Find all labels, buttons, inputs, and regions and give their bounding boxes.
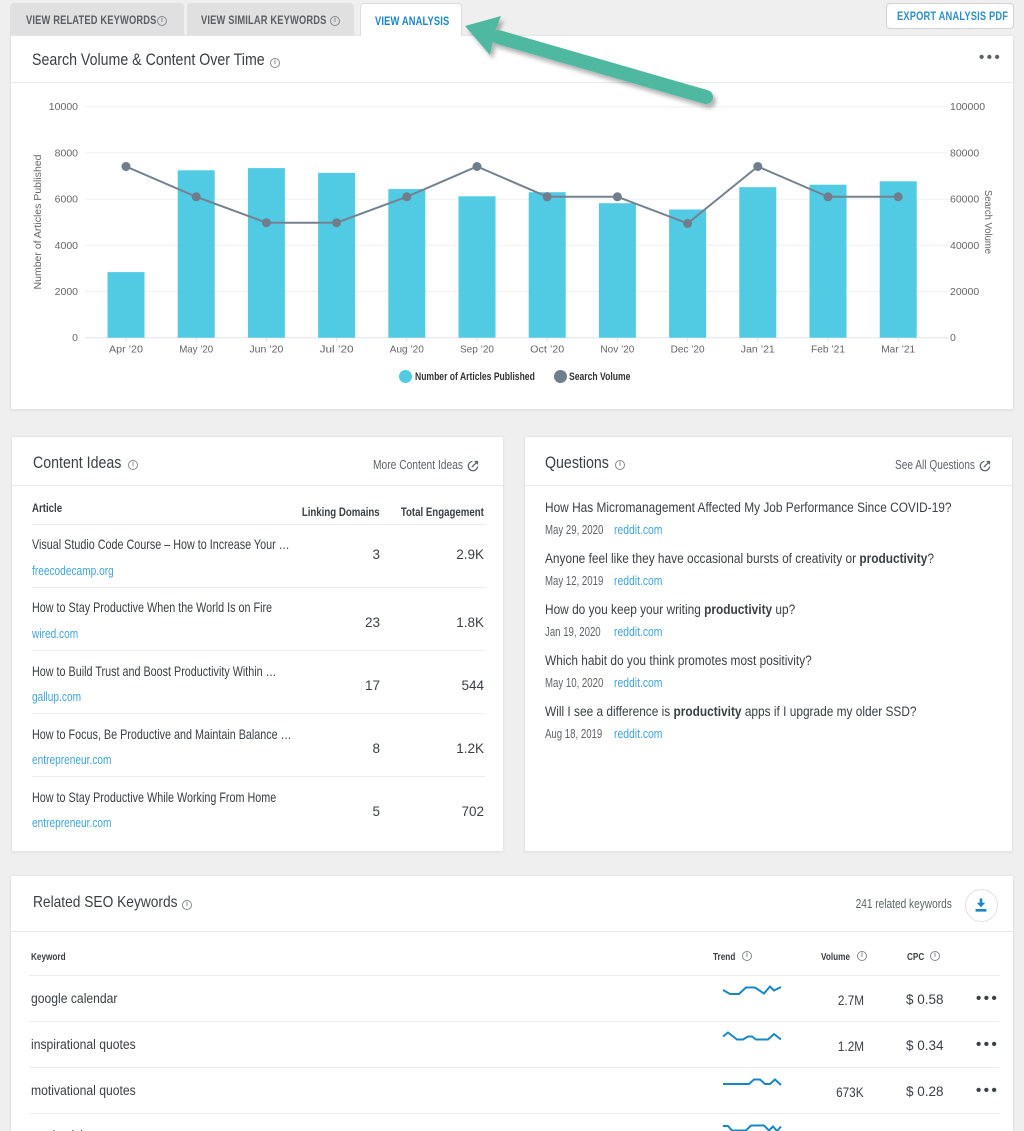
svg-text:May ’20: May ’20 bbox=[179, 344, 213, 356]
svg-text:Search Volume: Search Volume bbox=[982, 190, 994, 254]
svg-text:Aug ’20: Aug ’20 bbox=[390, 344, 424, 356]
svg-text:40000: 40000 bbox=[950, 240, 979, 252]
svg-text:60000: 60000 bbox=[950, 194, 979, 206]
svg-text:Nov ’20: Nov ’20 bbox=[600, 344, 634, 356]
svg-text:Mar ’21: Mar ’21 bbox=[881, 344, 915, 356]
svg-text:Apr ’20: Apr ’20 bbox=[109, 344, 143, 356]
svg-text:Feb ’21: Feb ’21 bbox=[811, 344, 845, 356]
svg-text:Jan ’21: Jan ’21 bbox=[741, 344, 775, 356]
svg-text:10000: 10000 bbox=[49, 101, 78, 113]
svg-text:80000: 80000 bbox=[950, 147, 979, 159]
svg-text:100000: 100000 bbox=[950, 101, 985, 113]
svg-text:8000: 8000 bbox=[55, 147, 79, 159]
svg-text:Sep ’20: Sep ’20 bbox=[460, 344, 494, 356]
svg-text:2000: 2000 bbox=[55, 286, 79, 298]
svg-text:Jun ’20: Jun ’20 bbox=[249, 344, 283, 356]
svg-text:Number of Articles Published: Number of Articles Published bbox=[32, 154, 44, 289]
svg-text:20000: 20000 bbox=[950, 286, 979, 298]
svg-text:0: 0 bbox=[950, 332, 956, 344]
svg-text:4000: 4000 bbox=[55, 240, 79, 252]
svg-text:Oct ’20: Oct ’20 bbox=[530, 344, 564, 356]
svg-text:0: 0 bbox=[72, 332, 78, 344]
svg-text:6000: 6000 bbox=[55, 194, 79, 206]
svg-text:Jul ’20: Jul ’20 bbox=[320, 344, 354, 356]
svg-text:Dec ’20: Dec ’20 bbox=[671, 344, 705, 356]
